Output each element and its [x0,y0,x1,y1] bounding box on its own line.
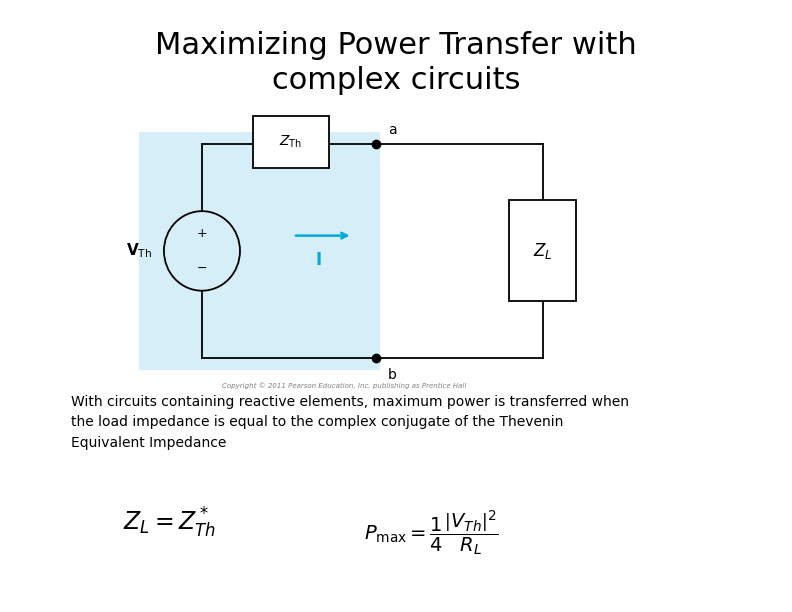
Text: b: b [388,368,397,382]
Text: $\mathbf{I}$: $\mathbf{I}$ [315,251,322,269]
Text: $Z_L = Z^*_{Th}$: $Z_L = Z^*_{Th}$ [123,506,216,540]
Text: +: + [196,227,208,241]
Text: $P_{\mathrm{max}} = \dfrac{1}{4}\dfrac{\left|V_{Th}\right|^2}{R_L}$: $P_{\mathrm{max}} = \dfrac{1}{4}\dfrac{\… [364,508,499,557]
Bar [509,201,577,302]
Bar [253,116,329,168]
Text: Maximizing Power Transfer with: Maximizing Power Transfer with [155,31,637,61]
Text: a: a [388,124,397,137]
Text: $\mathbf{V}_{\mathrm{Th}}$: $\mathbf{V}_{\mathrm{Th}}$ [126,242,152,260]
Text: $Z_L$: $Z_L$ [533,241,552,261]
Text: complex circuits: complex circuits [272,66,520,95]
Text: $Z_{\mathrm{Th}}$: $Z_{\mathrm{Th}}$ [280,134,303,151]
Text: With circuits containing reactive elements, maximum power is transferred when
th: With circuits containing reactive elemen… [71,395,630,450]
Text: Copyright © 2011 Pearson Education, Inc. publishing as Prentice Hall: Copyright © 2011 Pearson Education, Inc.… [223,382,466,389]
Bar [139,132,380,370]
Text: −: − [196,261,208,275]
